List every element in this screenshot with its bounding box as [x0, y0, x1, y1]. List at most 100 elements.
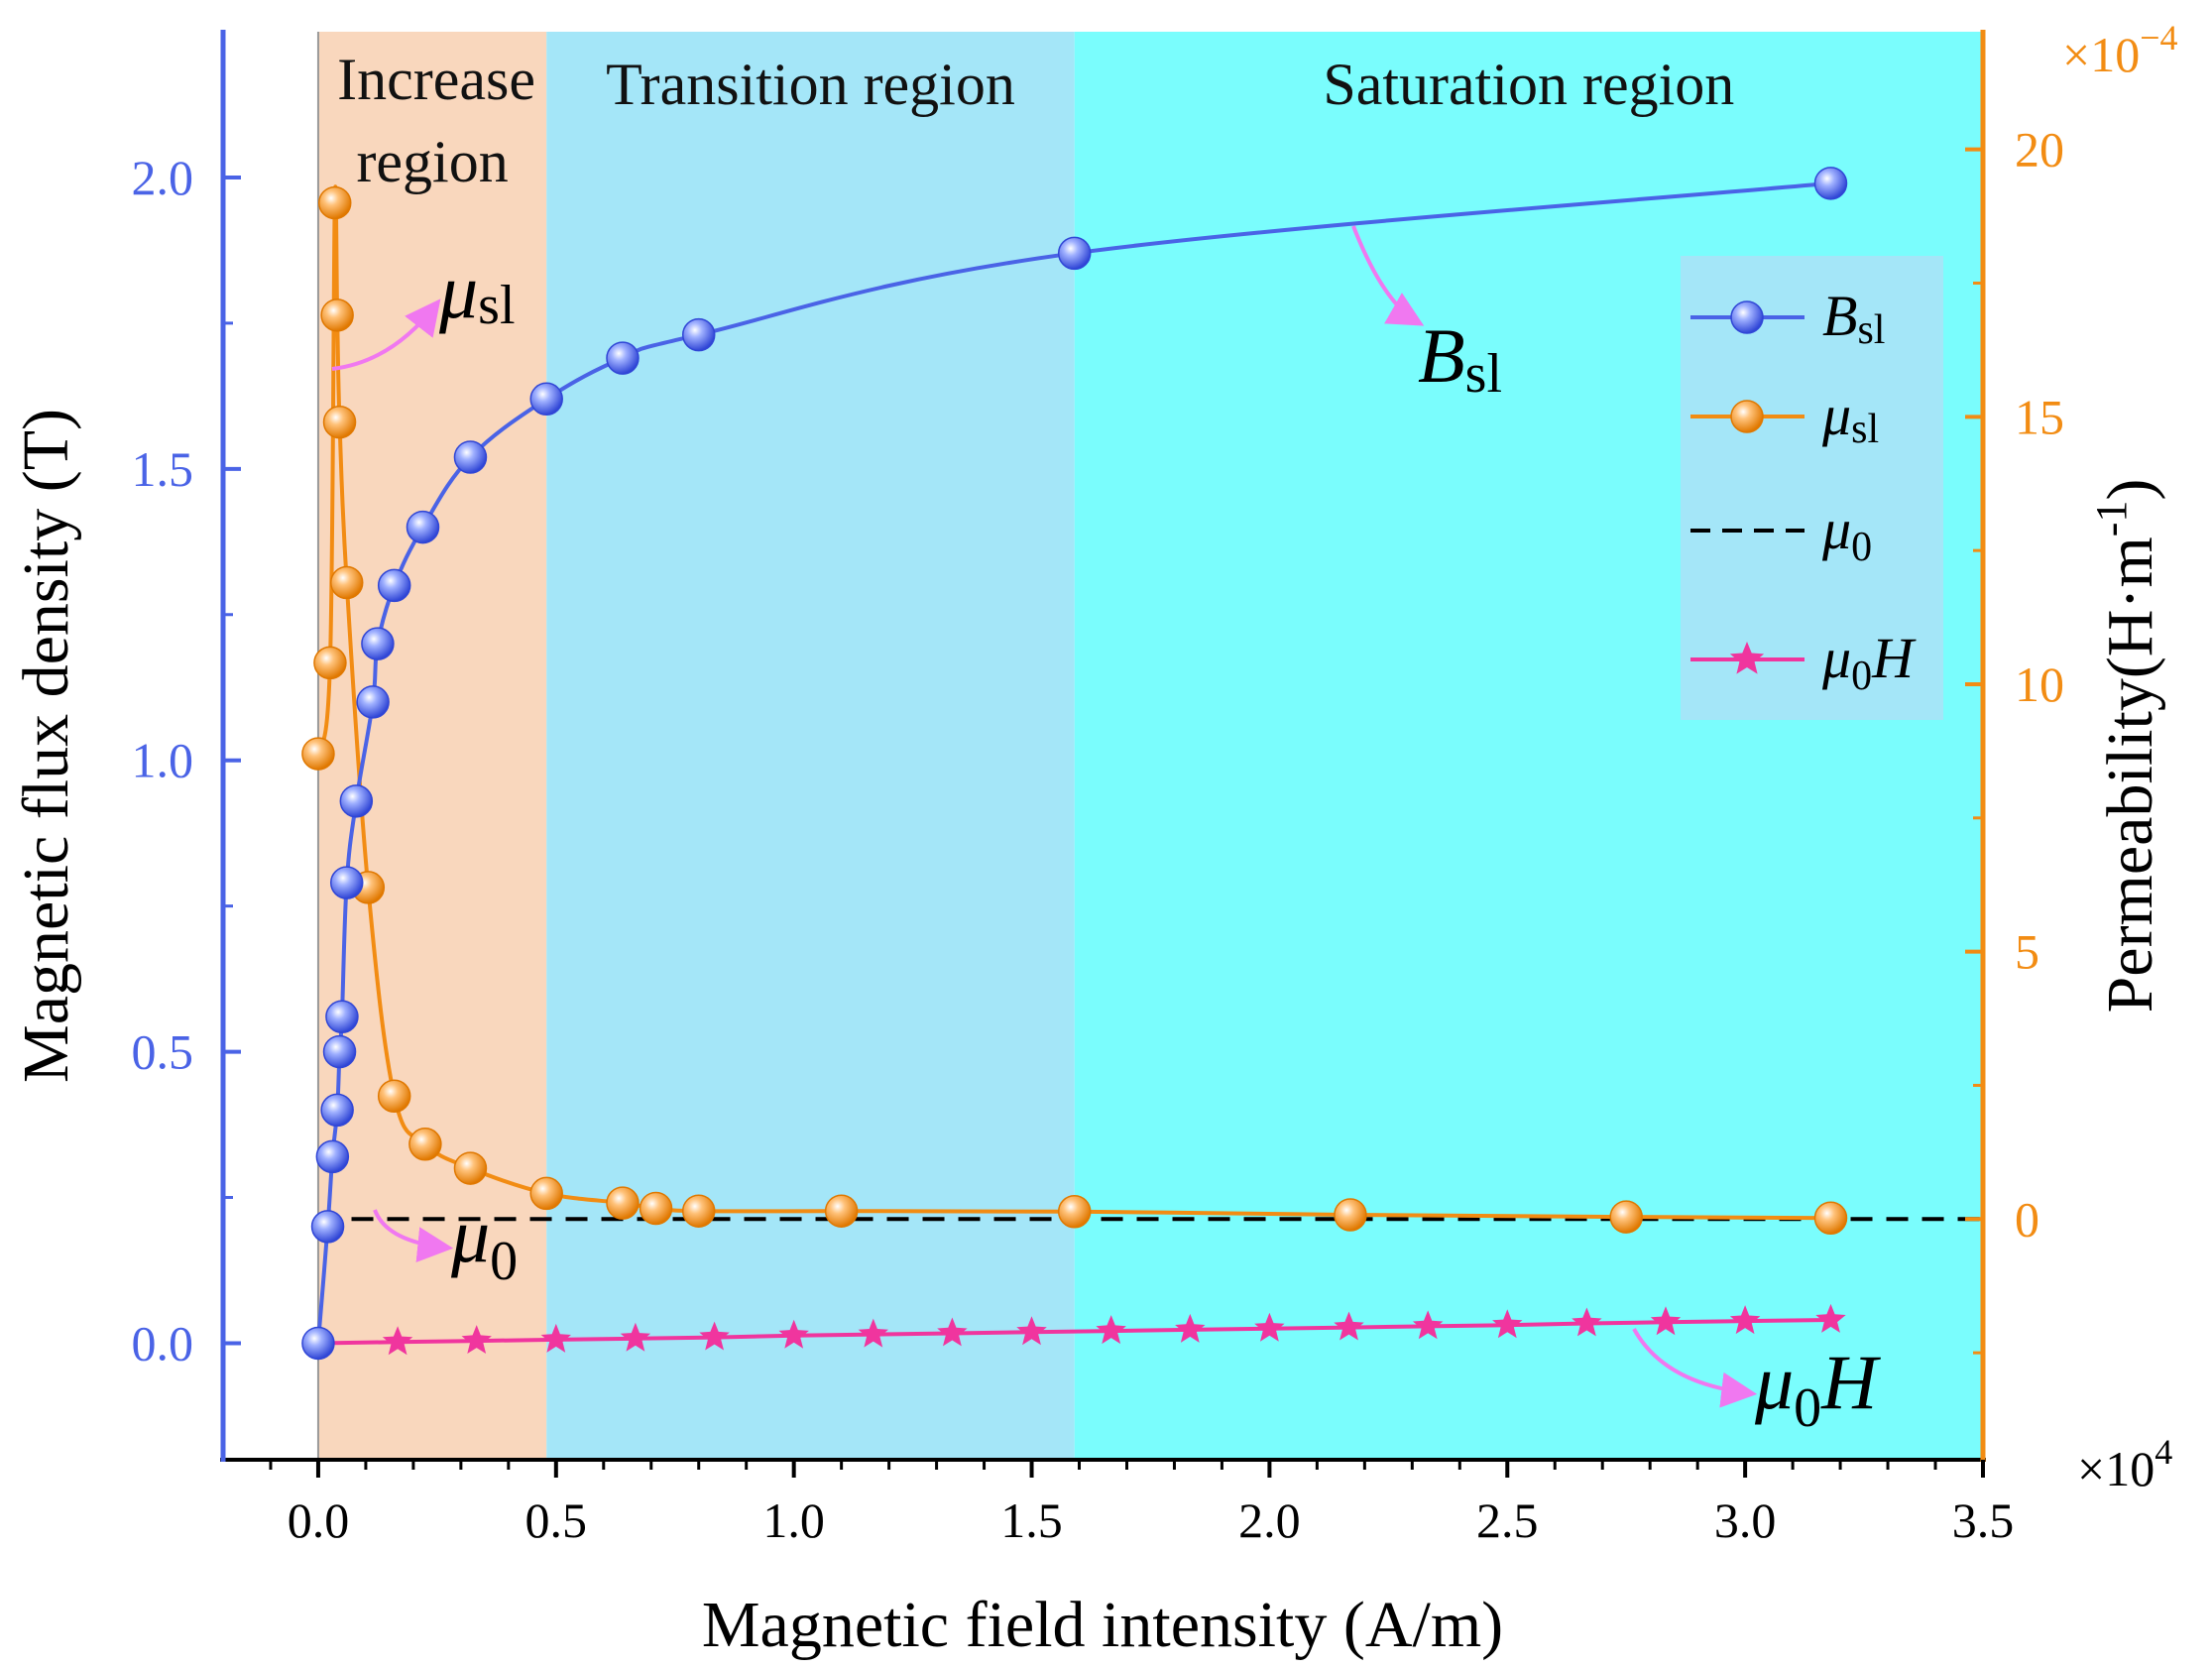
series-mu-sl-marker — [1609, 1200, 1643, 1234]
x-tick-label: 1.5 — [1000, 1492, 1063, 1548]
series-mu-sl-marker — [320, 298, 354, 332]
series-mu-sl-marker — [681, 1194, 716, 1228]
series-mu-sl-marker — [1813, 1201, 1848, 1235]
region-labels: Increase region Transition region Satura… — [337, 47, 1734, 194]
y-right-tick-label: 15 — [2015, 389, 2064, 444]
series-mu-sl-marker — [322, 405, 357, 439]
series-b-sl-marker — [361, 627, 395, 660]
y-right-axis-label: Permeability(H·m-1) — [2087, 479, 2166, 1013]
series-b-sl-marker — [1813, 167, 1848, 200]
series-mu0-h-marker — [1334, 1311, 1364, 1341]
region-increase-label: Increase — [337, 47, 535, 112]
series-b-sl-marker — [301, 1326, 335, 1361]
annotation-b-sl: Bsl — [1418, 312, 1502, 405]
y-right-scale-note: ×10−4 — [2062, 18, 2178, 82]
x-tick-label: 1.0 — [762, 1492, 825, 1548]
series-b-sl-marker — [1057, 236, 1092, 271]
annotation-arrow-b-sl — [1351, 225, 1425, 326]
x-ticks: 0.0 0.5 1.0 1.5 2.0 2.5 3.0 3.5 — [269, 1460, 2015, 1548]
y-left-tick-label: 1.5 — [132, 441, 194, 497]
series-b-sl-marker — [329, 866, 364, 899]
series-b-sl-marker — [322, 1034, 357, 1069]
series-mu0-h-marker — [1016, 1316, 1047, 1346]
y-left-axis-label: Magnetic flux density (T) — [10, 409, 82, 1083]
series-b-sl-marker — [606, 341, 640, 375]
annotation-mu-sl: μsl — [438, 248, 516, 336]
series-mu0-h-marker — [1175, 1313, 1206, 1343]
series-mu0-h-marker — [1729, 1305, 1761, 1335]
legend-mu-sl-marker — [1730, 400, 1764, 433]
annotation-mu0-h: μ0H — [1754, 1339, 1881, 1439]
annotation-mu-0: μ0 — [450, 1192, 518, 1292]
series-mu0-h-marker — [461, 1325, 492, 1354]
y-left-tick-label: 0.5 — [132, 1024, 194, 1080]
series-mu0-h-marker — [1650, 1306, 1682, 1336]
legend-mu-0-label: μ0 — [1821, 497, 1872, 570]
x-tick-label: 3.0 — [1714, 1492, 1777, 1548]
series-b-sl-marker — [406, 510, 440, 544]
series-b-sl-marker — [320, 1093, 354, 1128]
series-b-sl-marker — [339, 784, 374, 818]
series-mu-sl-marker — [1057, 1195, 1092, 1229]
region-increase-label-line2: region — [356, 129, 508, 194]
series-mu-sl-marker — [453, 1151, 488, 1185]
legend-mu0-h-marker — [1729, 642, 1765, 674]
axes: 0.0 0.5 1.0 1.5 2.0 2.5 3.0 3.5 0.0 0.5 1.0 1.5 2.0… — [10, 18, 2178, 1661]
series-mu0-h-marker — [778, 1319, 809, 1349]
annotation-arrow-mu-0 — [373, 1209, 454, 1263]
series-mu0-h-line — [317, 1317, 1831, 1346]
y-right-tick-label: 20 — [2015, 122, 2064, 178]
series-mu0-h-marker — [540, 1323, 571, 1353]
annotation-arrow-mu0-h — [1632, 1328, 1758, 1408]
legend: Bsl μsl μ0 μ0H — [1681, 256, 1943, 720]
series-b-sl-marker — [315, 1139, 350, 1174]
series-b-sl-marker — [310, 1210, 345, 1244]
series-mu0-h-marker — [620, 1322, 651, 1352]
y-left-ticks: 0.0 0.5 1.0 1.5 2.0 — [132, 150, 241, 1371]
series-mu-sl-marker — [529, 1176, 563, 1211]
series-b-sl-marker — [681, 317, 716, 352]
x-tick-label: 3.5 — [1952, 1492, 2015, 1548]
series-b-sl-marker — [453, 440, 488, 474]
series-b-sl-marker — [377, 568, 411, 603]
y-right-tick-label: 5 — [2015, 924, 2039, 980]
annotations: μsl Bsl μ0 μ0H — [331, 225, 1881, 1439]
series-mu-sl-marker — [1334, 1198, 1367, 1232]
series-mu0-h-marker — [382, 1326, 413, 1356]
series-b-sl-marker — [325, 1000, 359, 1034]
legend-b-sl-marker — [1730, 300, 1764, 334]
x-tick-label: 0.5 — [525, 1492, 588, 1548]
series-mu-sl-marker — [377, 1079, 411, 1114]
series-mu0-h-marker — [1096, 1315, 1126, 1345]
series-mu-sl-marker — [639, 1191, 673, 1226]
legend-b-sl-label: Bsl — [1822, 284, 1885, 353]
series-mu0-h-marker — [858, 1318, 888, 1348]
annotation-arrow-mu-sl — [331, 298, 441, 371]
y-right-tick-label: 10 — [2015, 656, 2064, 712]
x-axis-label: Magnetic field intensity (A/m) — [702, 1589, 1503, 1661]
x-axis-scale-note: ×104 — [2077, 1432, 2172, 1496]
series-mu0-h-marker — [1412, 1310, 1444, 1340]
series-mu0-h-marker — [1815, 1303, 1846, 1333]
region-saturation-band — [1074, 32, 1983, 1460]
y-left-tick-label: 2.0 — [132, 150, 194, 205]
series-mu-sl-marker — [317, 185, 352, 220]
series-mu-sl-marker — [301, 737, 335, 771]
series-b-sl-marker — [529, 382, 563, 417]
series-b-sl-marker — [356, 685, 390, 719]
series-layer — [301, 167, 1983, 1361]
series-mu0-h-marker — [1254, 1312, 1285, 1342]
x-tick-label: 2.0 — [1238, 1492, 1301, 1548]
region-saturation-label: Saturation region — [1323, 52, 1734, 117]
series-mu-sl-marker — [824, 1194, 859, 1228]
x-tick-label: 2.5 — [1476, 1492, 1539, 1548]
legend-box — [1681, 256, 1943, 720]
x-tick-label: 0.0 — [288, 1492, 350, 1548]
legend-mu0-h-label: μ0H — [1821, 626, 1917, 699]
y-right-tick-label: 0 — [2015, 1191, 2039, 1247]
series-mu0-h-marker — [1572, 1307, 1602, 1337]
series-mu-sl-marker — [606, 1186, 640, 1220]
region-transition-band — [546, 32, 1075, 1460]
series-mu-sl-marker — [408, 1128, 442, 1161]
